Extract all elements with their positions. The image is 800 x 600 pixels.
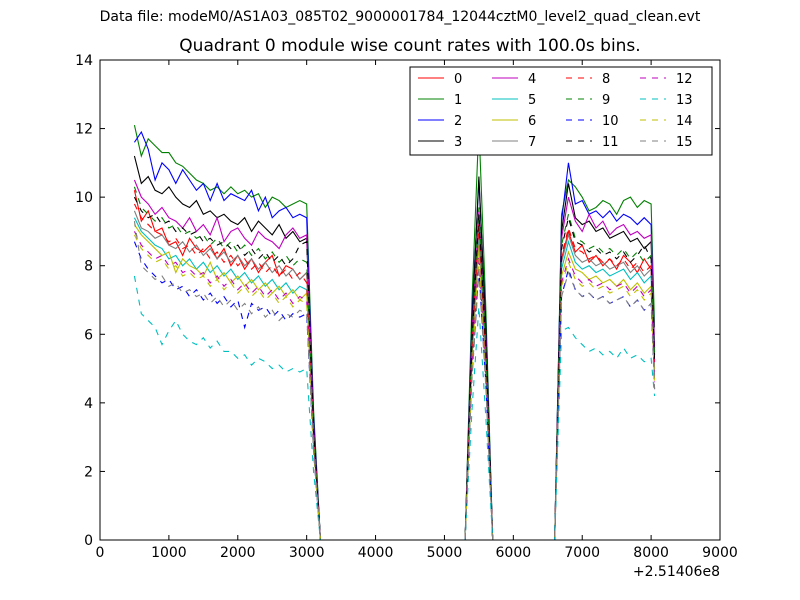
- y-tick-label: 2: [84, 464, 93, 480]
- legend-label-14: 14: [676, 114, 693, 129]
- x-tick-label: 3000: [289, 545, 325, 561]
- legend-label-9: 9: [602, 93, 610, 108]
- series-line-13: [133, 275, 656, 540]
- legend-label-7: 7: [528, 135, 536, 150]
- y-tick-label: 4: [84, 396, 93, 412]
- y-tick-label: 14: [75, 53, 93, 69]
- x-tick-label: 0: [96, 545, 105, 561]
- figure-suptitle: Data file: modeM0/AS1A03_085T02_90000017…: [99, 9, 701, 25]
- legend-label-4: 4: [528, 72, 536, 87]
- x-tick-label: 5000: [427, 545, 463, 561]
- legend-label-13: 13: [676, 93, 693, 108]
- x-tick-label: 7000: [564, 545, 600, 561]
- series-line-2: [133, 130, 656, 540]
- series-line-15: [133, 221, 656, 540]
- x-tick-label: 8000: [633, 545, 669, 561]
- legend-label-5: 5: [528, 93, 536, 108]
- x-offset-label: +2.51406e8: [633, 564, 720, 580]
- y-tick-label: 10: [75, 190, 93, 206]
- series-line-9: [133, 186, 656, 540]
- legend-frame: [409, 66, 713, 156]
- x-tick-label: 1000: [151, 545, 187, 561]
- series-line-0: [133, 190, 656, 540]
- x-tick-label: 2000: [220, 545, 256, 561]
- y-tick-label: 0: [84, 533, 93, 549]
- series-line-6: [133, 224, 656, 540]
- legend-label-8: 8: [602, 72, 610, 87]
- series-line-4: [133, 179, 656, 540]
- legend-label-10: 10: [602, 114, 619, 129]
- series-group: [133, 125, 656, 540]
- legend-label-11: 11: [602, 135, 619, 150]
- series-line-8: [133, 203, 656, 540]
- x-tick-label: 9000: [702, 545, 738, 561]
- plot-frame: [99, 59, 721, 541]
- legend-label-0: 0: [454, 72, 462, 87]
- series-line-10: [133, 241, 656, 540]
- y-tick-label: 12: [75, 122, 93, 138]
- legend-label-2: 2: [454, 114, 462, 129]
- x-tick-label: 4000: [358, 545, 394, 561]
- y-tick-label: 8: [84, 259, 93, 275]
- legend-label-1: 1: [454, 93, 462, 108]
- x-tick-label: 6000: [496, 545, 532, 561]
- series-line-1: [133, 125, 656, 540]
- legend-label-3: 3: [454, 135, 462, 150]
- series-line-14: [133, 234, 656, 540]
- series-line-7: [133, 210, 656, 540]
- series-line-3: [133, 155, 656, 540]
- series-line-12: [133, 231, 656, 540]
- chart-title: Quadrant 0 module wise count rates with …: [179, 36, 641, 56]
- legend-label-15: 15: [676, 135, 693, 150]
- series-line-5: [133, 217, 656, 540]
- legend-label-12: 12: [676, 72, 693, 87]
- y-tick-label: 6: [84, 327, 93, 343]
- legend-label-6: 6: [528, 114, 536, 129]
- series-line-11: [133, 196, 656, 540]
